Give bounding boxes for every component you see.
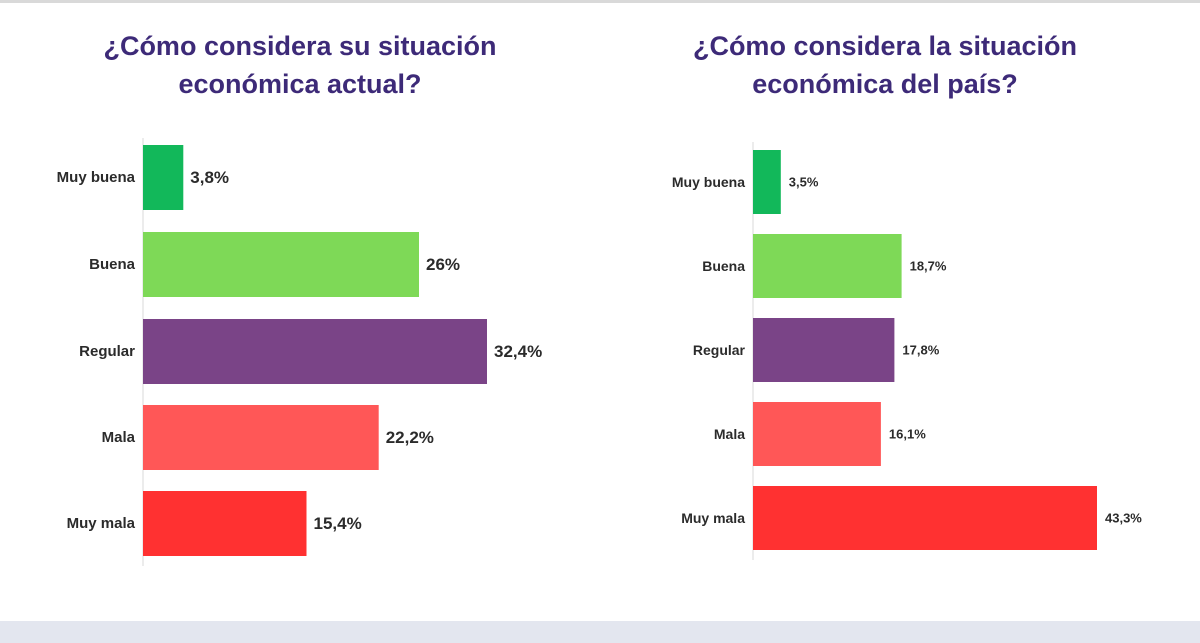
right-value-label-regular: 17,8%: [902, 343, 939, 358]
bottom-strip: [0, 621, 1200, 643]
bar-chart-personal-situation: Muy buena 3,8% Buena 26% Regular 32,4% Mala 22,…: [57, 138, 542, 566]
right-bar-mala: [753, 402, 881, 466]
left-category-label-mala: Mala: [102, 429, 136, 446]
right-bar-muy-buena: [753, 150, 781, 214]
left-bar-muy-mala: [143, 491, 307, 556]
left-value-label-mala: 22,2%: [386, 428, 434, 447]
left-value-label-buena: 26%: [426, 255, 460, 274]
right-bar-buena: [753, 234, 902, 298]
right-category-label-buena: Buena: [702, 258, 745, 274]
left-category-label-regular: Regular: [79, 343, 135, 360]
left-value-label-muy-mala: 15,4%: [314, 514, 362, 533]
left-bar-mala: [143, 405, 379, 470]
bar-chart-country-situation: Muy buena 3,5% Buena 18,7% Regular 17,8% Mala 1…: [672, 142, 1142, 560]
left-category-label-muy-mala: Muy mala: [67, 515, 136, 532]
top-divider: [0, 0, 1200, 3]
left-bar-buena: [143, 232, 419, 297]
right-bar-regular: [753, 318, 895, 382]
left-bar-muy-buena: [143, 145, 184, 210]
right-value-label-muy-mala: 43,3%: [1105, 511, 1142, 526]
chart-title-personal-situation: ¿Cómo considera su situación económica a…: [103, 31, 497, 99]
left-value-label-regular: 32,4%: [494, 342, 542, 361]
left-value-label-muy-buena: 3,8%: [190, 168, 229, 187]
right-value-label-buena: 18,7%: [910, 259, 947, 274]
right-category-label-muy-mala: Muy mala: [681, 510, 745, 526]
right-category-label-muy-buena: Muy buena: [672, 174, 745, 190]
right-category-label-regular: Regular: [693, 342, 746, 358]
right-value-label-mala: 16,1%: [889, 427, 926, 442]
left-category-label-buena: Buena: [89, 256, 136, 273]
chart-title-country-situation: ¿Cómo considera la situación económica d…: [692, 31, 1078, 99]
right-category-label-mala: Mala: [714, 426, 745, 442]
right-value-label-muy-buena: 3,5%: [789, 175, 819, 190]
left-bar-regular: [143, 319, 487, 384]
right-bar-muy-mala: [753, 486, 1097, 550]
left-category-label-muy-buena: Muy buena: [57, 169, 136, 186]
